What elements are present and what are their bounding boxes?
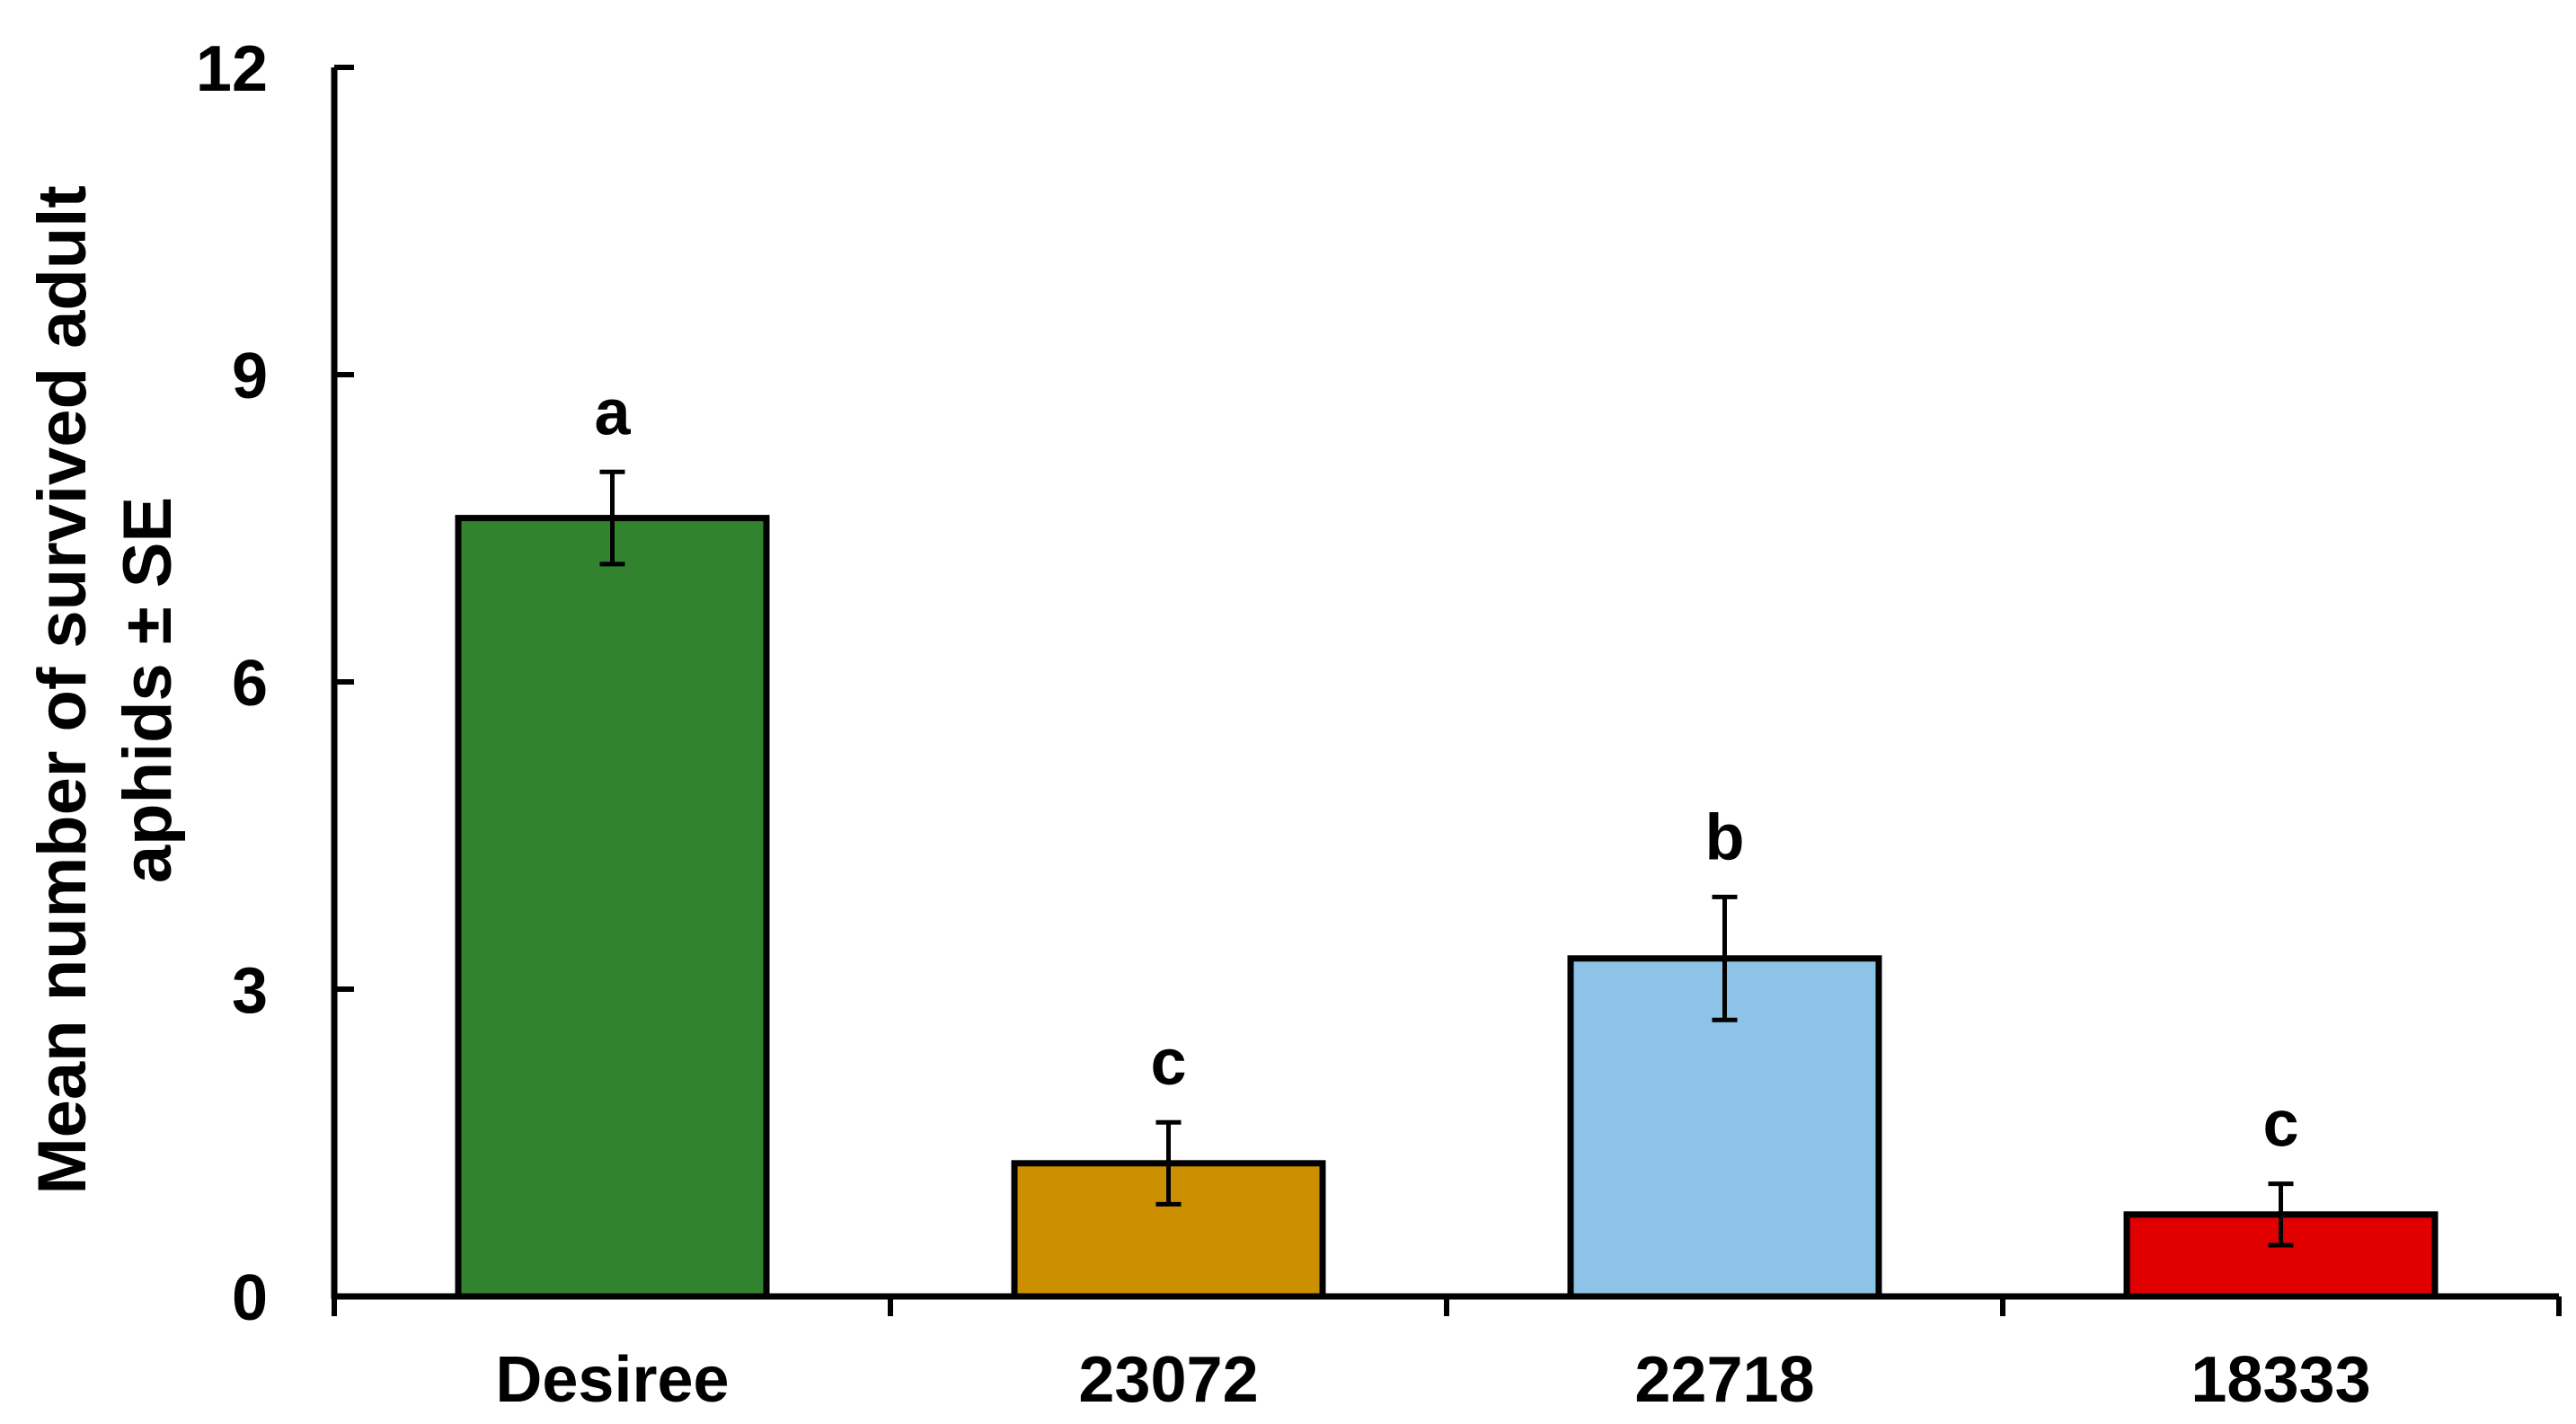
- y-tick-label-12: 12: [196, 33, 268, 105]
- significance-letter-23072: c: [1150, 1027, 1186, 1099]
- x-tick-label-18333: 18333: [2191, 1344, 2370, 1416]
- x-tick-label-23072: 23072: [1078, 1344, 1258, 1416]
- bar-Desiree: [455, 515, 770, 1300]
- significance-letter-18333: c: [2262, 1089, 2298, 1161]
- y-axis-label-line-2: aphids ± SE: [110, 497, 186, 883]
- y-tick-label-9: 9: [232, 341, 268, 412]
- y-tick-label-3: 3: [232, 955, 268, 1027]
- y-axis-label-line-1: Mean number of survived adult: [24, 185, 101, 1194]
- x-tick-label-Desiree: Desiree: [495, 1344, 729, 1416]
- y-tick-label-6: 6: [232, 648, 268, 720]
- significance-letter-22718: b: [1705, 801, 1745, 873]
- significance-letter-Desiree: a: [594, 376, 631, 448]
- y-tick-label-0: 0: [232, 1262, 268, 1334]
- x-tick-label-22718: 22718: [1634, 1344, 1814, 1416]
